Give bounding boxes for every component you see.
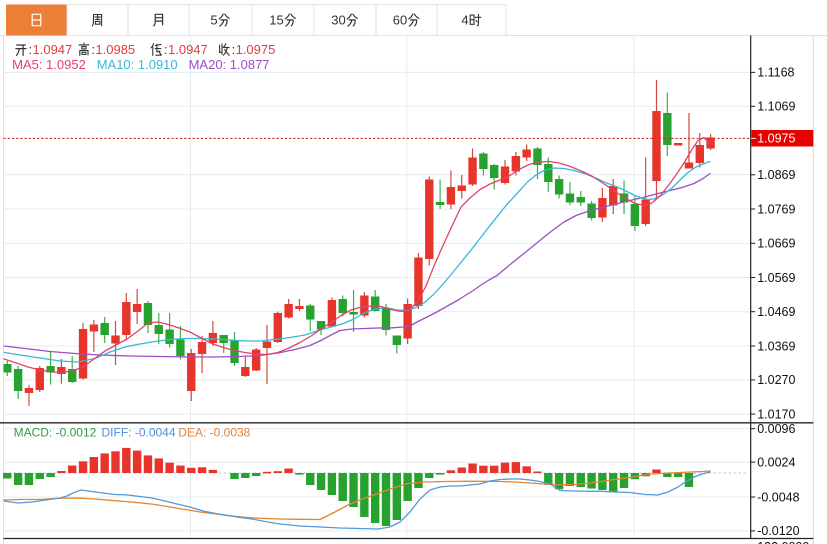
svg-text::: :: [232, 42, 236, 57]
svg-text:1.0669: 1.0669: [757, 237, 795, 251]
svg-text:1.0769: 1.0769: [757, 202, 795, 216]
svg-text:1.0369: 1.0369: [757, 339, 795, 353]
svg-text::: :: [164, 42, 168, 57]
svg-text:1.0869: 1.0869: [757, 168, 795, 182]
svg-text::: :: [91, 42, 95, 57]
svg-text:1.0975: 1.0975: [757, 132, 795, 146]
svg-text:MA5: 1.0952: MA5: 1.0952: [12, 57, 86, 72]
svg-text:1.0947: 1.0947: [33, 42, 73, 57]
svg-text:DEA: -0.0038: DEA: -0.0038: [178, 426, 250, 440]
svg-text:0.0024: 0.0024: [757, 455, 795, 469]
svg-text:MACD: -0.0012: MACD: -0.0012: [14, 426, 97, 440]
svg-text:1.1168: 1.1168: [757, 66, 794, 80]
svg-text:1.0170: 1.0170: [757, 407, 795, 421]
svg-text:0.0096: 0.0096: [757, 422, 795, 436]
svg-text:1.0975: 1.0975: [236, 42, 276, 57]
svg-text:1.0985: 1.0985: [95, 42, 135, 57]
svg-text:MA20: 1.0877: MA20: 1.0877: [189, 57, 270, 72]
svg-text:4: 4: [461, 13, 468, 28]
svg-text:30: 30: [331, 13, 345, 28]
svg-text:1.0947: 1.0947: [168, 42, 208, 57]
svg-text:1.0569: 1.0569: [757, 271, 795, 285]
svg-text:-0.0048: -0.0048: [757, 490, 799, 504]
svg-text:1.0270: 1.0270: [757, 373, 795, 387]
svg-text:-0.0120: -0.0120: [757, 524, 799, 538]
svg-text:1.1069: 1.1069: [757, 100, 795, 114]
svg-text:MA10: 1.0910: MA10: 1.0910: [97, 57, 178, 72]
svg-text:60: 60: [393, 13, 407, 28]
svg-text::: :: [29, 42, 33, 57]
svg-text:DIFF: -0.0044: DIFF: -0.0044: [102, 426, 176, 440]
svg-text:122.0000: 122.0000: [757, 540, 809, 544]
svg-text:5: 5: [210, 13, 217, 28]
svg-text:1.0469: 1.0469: [757, 305, 795, 319]
svg-text:15: 15: [269, 13, 283, 28]
